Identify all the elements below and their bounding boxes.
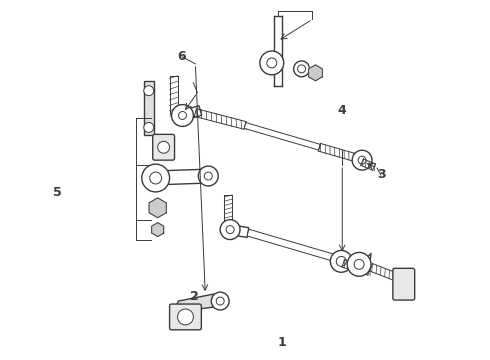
Polygon shape: [152, 223, 164, 237]
Circle shape: [152, 202, 163, 213]
Circle shape: [358, 156, 366, 164]
Polygon shape: [309, 65, 322, 81]
Circle shape: [267, 58, 277, 68]
Circle shape: [260, 51, 284, 75]
Circle shape: [354, 260, 364, 269]
Circle shape: [158, 141, 170, 153]
Circle shape: [347, 252, 371, 276]
Circle shape: [352, 150, 372, 170]
Text: 5: 5: [53, 186, 62, 199]
FancyBboxPatch shape: [153, 134, 174, 160]
Polygon shape: [152, 169, 211, 185]
Circle shape: [178, 112, 187, 120]
Polygon shape: [175, 294, 222, 314]
Text: 2: 2: [190, 289, 198, 303]
Circle shape: [226, 226, 234, 234]
Circle shape: [198, 166, 218, 186]
FancyBboxPatch shape: [393, 268, 415, 300]
Circle shape: [144, 86, 154, 96]
Circle shape: [336, 256, 346, 266]
Circle shape: [204, 172, 212, 180]
Polygon shape: [229, 225, 249, 238]
Circle shape: [142, 164, 170, 192]
Circle shape: [216, 297, 224, 305]
Circle shape: [150, 172, 162, 184]
Circle shape: [311, 68, 320, 77]
Circle shape: [177, 309, 194, 325]
Text: 1: 1: [277, 336, 286, 349]
Text: 3: 3: [377, 168, 386, 181]
Circle shape: [220, 220, 240, 239]
Circle shape: [297, 65, 306, 73]
Circle shape: [154, 226, 162, 233]
Polygon shape: [149, 198, 166, 218]
Circle shape: [294, 61, 310, 77]
Circle shape: [172, 105, 194, 126]
Circle shape: [144, 122, 154, 132]
Circle shape: [330, 251, 352, 272]
FancyBboxPatch shape: [170, 304, 201, 330]
Text: 6: 6: [177, 50, 186, 63]
Text: 4: 4: [338, 104, 346, 117]
Polygon shape: [244, 122, 320, 150]
Polygon shape: [181, 106, 202, 120]
Polygon shape: [247, 229, 340, 263]
Circle shape: [211, 292, 229, 310]
Polygon shape: [144, 81, 154, 135]
